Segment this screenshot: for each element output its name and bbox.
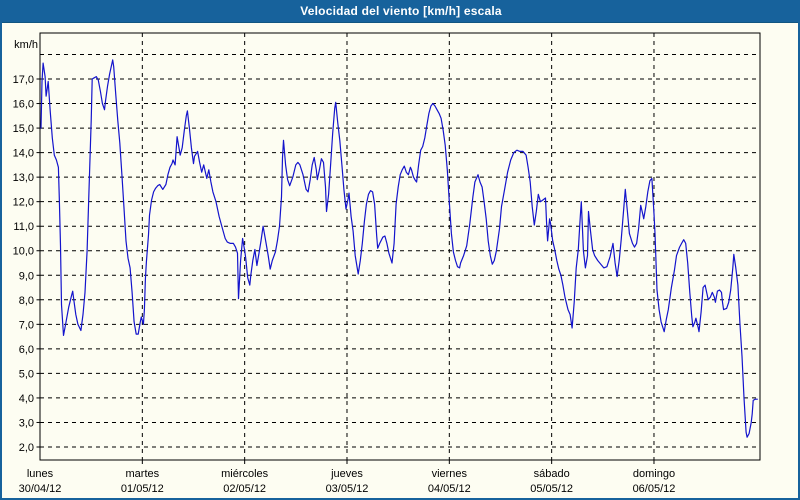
y-tick-label: 15,0 <box>13 123 34 135</box>
x-tick-date-label: 06/05/12 <box>633 483 676 495</box>
y-tick-label: 12,0 <box>13 197 34 209</box>
y-tick-label: 9,0 <box>19 270 34 282</box>
x-tick-date-label: 01/05/12 <box>121 483 164 495</box>
title-bar: Velocidad del viento [km/h] escala <box>2 2 798 23</box>
y-tick-label: 4,0 <box>19 393 34 405</box>
x-tick-date-label: 05/05/12 <box>530 483 573 495</box>
plot-border <box>39 32 761 461</box>
wind-speed-line <box>40 59 758 438</box>
y-axis-unit-label: km/h <box>14 39 38 51</box>
y-tick-label: 7,0 <box>19 319 34 331</box>
y-tick-label: 14,0 <box>13 148 34 160</box>
x-tick-date-label: 02/05/12 <box>223 483 266 495</box>
x-tick-day-label: domingo <box>633 468 675 480</box>
y-tick-label: 16,0 <box>13 99 34 111</box>
y-tick-label: 3,0 <box>19 417 34 429</box>
x-tick-day-label: miércoles <box>221 468 269 480</box>
window-title: Velocidad del viento [km/h] escala <box>300 4 502 18</box>
x-tick-day-label: viernes <box>432 468 468 480</box>
x-tick-day-label: lunes <box>27 468 54 480</box>
y-tick-label: 5,0 <box>19 368 34 380</box>
x-tick-date-label: 04/05/12 <box>428 483 471 495</box>
y-tick-label: 6,0 <box>19 344 34 356</box>
x-tick-date-label: 03/05/12 <box>326 483 369 495</box>
x-tick-day-label: martes <box>126 468 160 480</box>
x-tick-day-label: sábado <box>534 468 570 480</box>
x-tick-date-label: 30/04/12 <box>19 483 62 495</box>
x-tick-day-label: jueves <box>330 468 363 480</box>
y-tick-label: 17,0 <box>13 74 34 86</box>
y-tick-label: 8,0 <box>19 295 34 307</box>
y-tick-label: 13,0 <box>13 172 34 184</box>
y-tick-label: 2,0 <box>19 442 34 454</box>
y-tick-label: 11,0 <box>13 221 34 233</box>
y-tick-label: 10,0 <box>13 246 34 258</box>
